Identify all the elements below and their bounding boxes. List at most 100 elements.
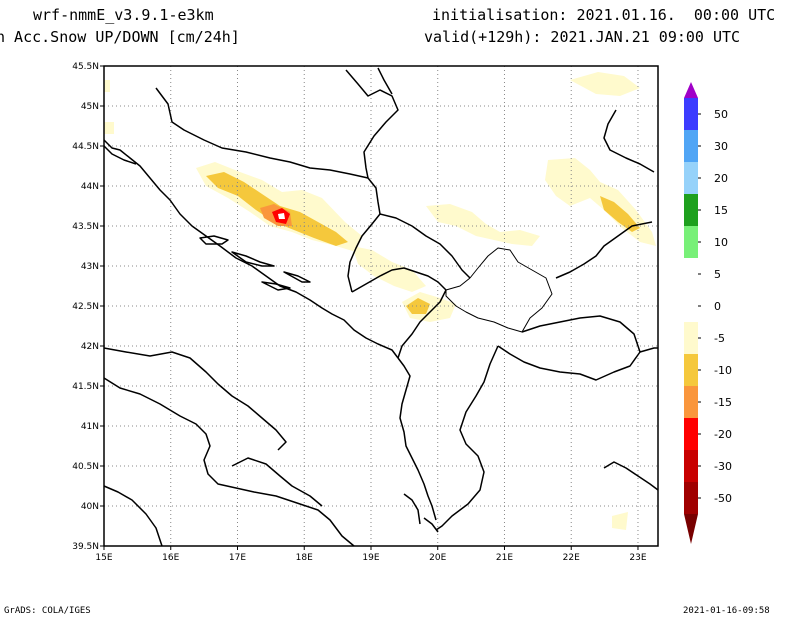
lon-tick-label: 23E (629, 553, 646, 563)
latitude-axis: 39.5N 40N 40.5N 41N 41.5N 42N 42.5N 43N 43.5N 44N… (72, 62, 104, 552)
snow-patch-light (545, 158, 656, 246)
north-macedonia-border (497, 315, 641, 381)
bulgaria-border (555, 221, 653, 279)
colorbar-segment (684, 226, 698, 258)
greece-coast (603, 461, 659, 491)
lon-tick-label: 17E (229, 553, 246, 563)
lat-lon-grid (103, 65, 658, 547)
lon-tick-label: 16E (162, 553, 179, 563)
lat-tick-label: 40N (81, 502, 99, 512)
albania-macedonia-border (435, 345, 499, 531)
colorbar-label: -50 (714, 492, 732, 505)
colorbar-segment (684, 130, 698, 162)
corfu-island (423, 517, 439, 533)
kosovo-border (445, 247, 553, 333)
montenegro-border (351, 267, 447, 359)
montenegro-albania-coast (397, 357, 437, 521)
lat-tick-label: 43N (81, 262, 99, 272)
island-hvar (231, 251, 275, 267)
italy-coast-lower (103, 377, 355, 547)
render-timestamp: 2021-01-16-09:58 (683, 606, 770, 616)
colorbar-segment (684, 194, 698, 226)
lat-tick-label: 44.5N (72, 142, 99, 152)
colorbar-label: -15 (714, 396, 732, 409)
lon-tick-label: 21E (496, 553, 513, 563)
lon-tick-label: 18E (296, 553, 313, 563)
snow-patch-yellow (406, 298, 430, 314)
field-title: n Acc.Snow UP/DOWN [cm/24h] (0, 28, 240, 46)
colorbar-top-arrow (684, 82, 698, 98)
colorbar-label: -20 (714, 428, 732, 441)
colorbar-label: 50 (714, 108, 728, 121)
colorbar-label: 20 (714, 172, 728, 185)
island-peljesac (283, 271, 311, 283)
italy-coast-heel (103, 485, 163, 547)
lon-tick-label: 20E (429, 553, 446, 563)
lat-tick-label: 45.5N (72, 62, 99, 72)
colorbar-label: -5 (714, 332, 725, 345)
greece-border (639, 347, 658, 353)
lat-tick-label: 42.5N (72, 302, 99, 312)
colorbar-label: 10 (714, 236, 728, 249)
lat-tick-label: 39.5N (72, 542, 99, 552)
colorbar-segment (684, 290, 698, 322)
valid-time: valid(+129h): 2021.JAN.21 09:00 UTC (424, 28, 741, 46)
grads-credit: GrADS: COLA/IGES (4, 606, 91, 616)
island-korcula (261, 281, 291, 291)
snow-patch-light (104, 122, 114, 134)
colorbar-label: 5 (714, 268, 721, 281)
serbia-kosovo-border (379, 213, 471, 279)
albania-south-coast (403, 493, 421, 525)
snow-patch-light (104, 80, 110, 92)
lat-tick-label: 44N (81, 182, 99, 192)
colorbar-label: 0 (714, 300, 721, 313)
snow-patch-light (402, 292, 456, 322)
colorbar-segment (684, 354, 698, 386)
lat-tick-label: 43.5N (72, 222, 99, 232)
snow-patch-light (352, 246, 426, 292)
colorbar-segment (684, 322, 698, 354)
snow-patch-red-core (278, 213, 285, 219)
snow-field (104, 72, 656, 530)
lon-tick-label: 22E (563, 553, 580, 563)
colorbar-bottom-arrow (684, 514, 698, 544)
snow-patch-light (570, 72, 640, 96)
serbia-croatia-border (345, 69, 399, 179)
lat-tick-label: 40.5N (72, 462, 99, 472)
initialisation-time: initialisation: 2021.01.16. 00:00 UTC (432, 6, 776, 24)
longitude-axis: 15E 16E 17E 18E 19E 20E 21E 22E 23E (95, 546, 647, 563)
snow-patch-yellow (600, 196, 640, 232)
island-brac (199, 235, 229, 245)
colorbar-segment (684, 98, 698, 130)
snow-patch-light (612, 512, 628, 530)
colorbar-segment (684, 450, 698, 482)
colorbar-segment (684, 162, 698, 194)
croatia-northern-border (155, 87, 381, 215)
snow-patch-light (426, 204, 540, 246)
lat-tick-label: 41N (81, 422, 99, 432)
bosnia-serbia-border (347, 213, 381, 293)
istria-islands (103, 145, 137, 165)
gulf-of-taranto (231, 457, 323, 507)
lat-tick-label: 41.5N (72, 382, 99, 392)
colorbar-label: 15 (714, 204, 728, 217)
lon-tick-label: 15E (95, 553, 112, 563)
lat-tick-label: 45N (81, 102, 99, 112)
colorbar-label: 30 (714, 140, 728, 153)
adriatic-coast-north (103, 139, 399, 359)
coastlines-and-borders (103, 67, 659, 547)
colorbar-label: -10 (714, 364, 732, 377)
lat-tick-label: 42N (81, 342, 99, 352)
colorbar-segment (684, 482, 698, 514)
lon-tick-label: 19E (362, 553, 379, 563)
model-title: wrf-nmmE_v3.9.1-e3km (33, 6, 214, 24)
colorbar-segment (684, 258, 698, 290)
colorbar-segment (684, 386, 698, 418)
romania-border (603, 109, 655, 173)
colorbar-label: -30 (714, 460, 732, 473)
italy-coast-upper (103, 347, 287, 451)
colorbar-segment (684, 418, 698, 450)
hungary-border (377, 67, 393, 95)
